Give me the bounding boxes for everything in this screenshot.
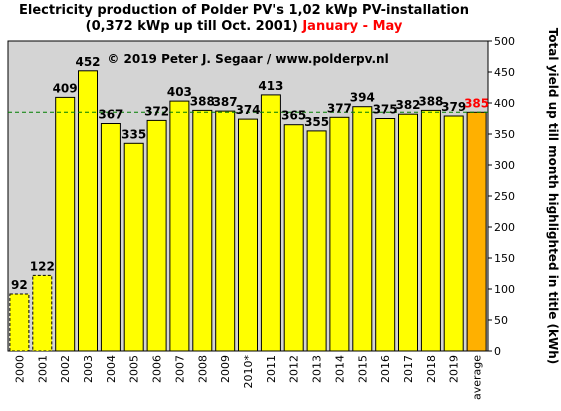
- bar-2007: [169, 100, 190, 352]
- value-label: 92: [11, 278, 28, 292]
- value-label: 403: [167, 85, 192, 99]
- x-tick-label: 2005: [128, 355, 141, 383]
- bar-2019: [443, 115, 464, 352]
- bar-average: [466, 111, 487, 352]
- x-tick-label: 2010*: [242, 355, 255, 389]
- x-tick-label: 2007: [173, 355, 186, 383]
- x-tick-label: 2013: [311, 355, 324, 383]
- bar-2003: [78, 70, 98, 352]
- bar-2002: [55, 96, 76, 352]
- bar-2009: [215, 110, 236, 352]
- value-label: 122: [30, 259, 55, 273]
- bar-2000: [9, 293, 30, 352]
- x-tick-label: 2011: [265, 355, 278, 383]
- x-tick-label: 2006: [151, 355, 164, 383]
- value-label: 409: [53, 81, 78, 95]
- value-label: 375: [373, 103, 398, 117]
- bar-2008: [192, 109, 213, 352]
- chart-title-period-highlight: January - May: [302, 19, 403, 34]
- bar-2018: [420, 109, 441, 352]
- chart-title-line1: Electricity production of Polder PV's 1,…: [19, 3, 469, 18]
- x-tick-label: 2016: [379, 355, 392, 383]
- bar-2017: [398, 113, 418, 352]
- value-label: 367: [98, 108, 123, 122]
- x-tick-label: 2017: [402, 355, 415, 383]
- value-label: 382: [395, 98, 420, 112]
- x-tick-labels-group: 2000 2001 2002 2003 2004 2005 2006 2007 2008 2009…: [13, 355, 483, 401]
- y-tick-label: 100: [494, 283, 515, 296]
- chart-title-installation-note: (0,372 kWp up till Oct. 2001): [85, 19, 298, 34]
- bar-2005: [123, 142, 144, 352]
- y-tick-label: 200: [494, 221, 515, 234]
- bar-2001: [32, 274, 53, 352]
- x-tick-label: 2012: [288, 355, 301, 383]
- y-ticks-group: 0 50 100 150 200 250 300 350 400 450 500: [488, 35, 515, 358]
- y-tick-label: 300: [494, 159, 515, 172]
- value-label: 377: [327, 101, 352, 115]
- value-label: 385: [464, 96, 489, 110]
- bar-2013: [306, 130, 327, 352]
- x-tick-label: 2019: [448, 355, 461, 383]
- copyright-text: © 2019 Peter J. Segaar / www.polderpv.nl: [107, 52, 388, 66]
- y-tick-label: 450: [494, 66, 515, 79]
- bars-group: [9, 70, 487, 352]
- value-label: 335: [121, 127, 146, 141]
- y-tick-label: 250: [494, 190, 515, 203]
- y-tick-label: 0: [494, 345, 501, 358]
- x-tick-label: 2015: [356, 355, 369, 383]
- y-axis-label: Total yield up till month highlighted in…: [546, 28, 560, 365]
- value-labels-group: 9212240945236733537240338838737441336535…: [11, 55, 489, 292]
- x-tick-label: average: [471, 355, 484, 400]
- x-tick-label: 2009: [219, 355, 232, 383]
- y-tick-label: 500: [494, 35, 515, 48]
- value-label: 355: [304, 115, 329, 129]
- value-label: 413: [258, 79, 283, 93]
- x-tick-label: 2000: [13, 355, 26, 383]
- y-tick-label: 50: [494, 314, 508, 327]
- x-tick-label: 2004: [105, 355, 118, 383]
- value-label: 374: [235, 103, 260, 117]
- value-label: 365: [281, 109, 306, 123]
- y-tick-label: 400: [494, 97, 515, 110]
- bar-2012: [283, 124, 304, 352]
- value-label: 387: [213, 95, 238, 109]
- x-tick-label: 2018: [425, 355, 438, 383]
- y-tick-label: 350: [494, 128, 515, 141]
- x-tick-label: 2002: [59, 355, 72, 383]
- value-label: 372: [144, 104, 169, 118]
- x-tick-label: 2003: [82, 355, 95, 383]
- bar-2004: [100, 123, 121, 352]
- value-label: 394: [350, 91, 375, 105]
- value-label: 452: [75, 55, 100, 69]
- bar-2014: [329, 116, 350, 352]
- bar-2010: [238, 118, 258, 352]
- chart-title-line2: (0,372 kWp up till Oct. 2001) January - …: [0, 19, 488, 34]
- value-label: 388: [418, 94, 443, 108]
- bar-2016: [375, 118, 396, 352]
- y-tick-label: 150: [494, 252, 515, 265]
- value-label: 388: [190, 94, 215, 108]
- bar-2011: [260, 94, 281, 352]
- bar-2006: [146, 119, 167, 352]
- value-label: 379: [441, 100, 466, 114]
- x-tick-label: 2001: [36, 355, 49, 383]
- x-tick-label: 2008: [196, 355, 209, 383]
- bar-2015: [352, 106, 373, 352]
- x-tick-label: 2014: [333, 355, 346, 383]
